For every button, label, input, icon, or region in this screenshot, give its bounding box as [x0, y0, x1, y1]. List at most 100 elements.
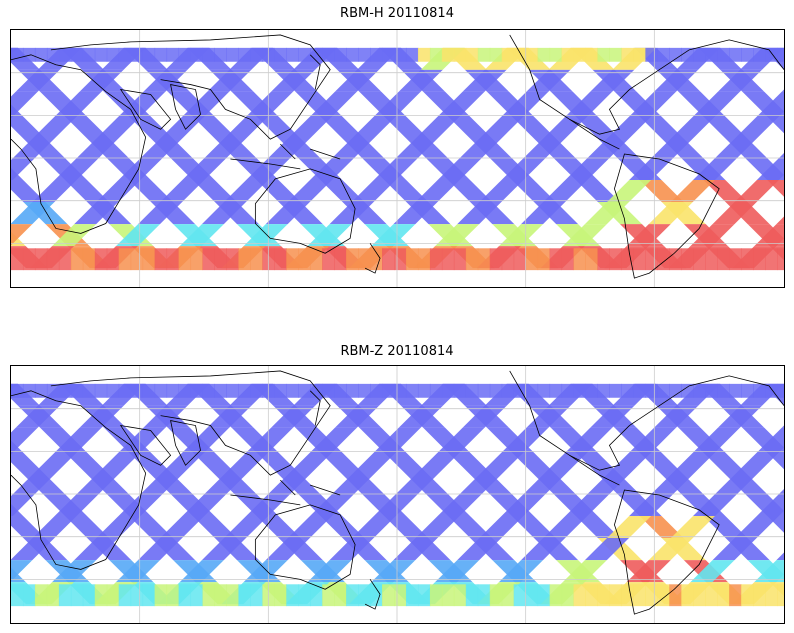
swath-band-cell	[585, 383, 598, 398]
swath-band-cell	[334, 248, 347, 271]
swath-band-cell	[22, 584, 36, 607]
swath-band-cell	[537, 248, 551, 271]
swath-segment	[11, 427, 38, 450]
swath-segment	[543, 516, 588, 539]
swath-segment	[332, 135, 377, 159]
swath-band-cell	[645, 248, 658, 271]
swath-band-cell	[657, 584, 670, 607]
swath-band-cell	[310, 47, 323, 62]
swath-segment	[79, 69, 124, 92]
swath-band-cell	[633, 248, 646, 271]
swath-band-cell	[118, 248, 132, 271]
swath-band-cell	[286, 383, 299, 398]
swath-map-rbm-h	[11, 30, 784, 287]
swath-band-cell	[250, 248, 263, 271]
swath-band-cell	[94, 248, 108, 271]
swath-band-cell	[693, 47, 706, 62]
swath-segment	[376, 91, 421, 114]
swath-segment	[481, 449, 527, 472]
map-panel-rbm-z	[10, 365, 785, 624]
swath-band-cell	[537, 383, 551, 398]
swath-band-cell	[70, 383, 84, 398]
swath-segment	[351, 180, 396, 203]
swath-segment	[565, 494, 610, 517]
swath-band-cell	[394, 584, 407, 607]
swath-segment	[437, 158, 482, 181]
coastline-path	[50, 370, 331, 476]
swath-segment	[396, 471, 441, 495]
swath-segment	[575, 516, 620, 539]
swath-segment	[32, 516, 77, 539]
swath-band-cell	[106, 248, 120, 271]
swath-segment	[15, 69, 60, 92]
swath-segment	[226, 113, 271, 136]
swath-segment	[290, 449, 335, 472]
swath-segment	[334, 69, 379, 92]
swath-segment	[371, 224, 416, 247]
swath-segment	[693, 494, 738, 517]
swath-segment	[712, 538, 757, 561]
swath-segment	[351, 516, 396, 539]
swath-band-cell	[322, 248, 335, 271]
swath-segment	[670, 516, 715, 539]
swath-segment	[712, 202, 757, 225]
swath-band-cell	[142, 383, 156, 398]
coastline-path	[364, 243, 381, 274]
swath-band-cell	[429, 383, 443, 398]
coastline-path	[569, 454, 620, 486]
swath-band-cell	[501, 248, 515, 271]
swath-segment	[35, 113, 80, 136]
swath-band-cell	[178, 248, 192, 271]
swath-band-cell	[501, 584, 515, 607]
swath-segment	[435, 224, 480, 247]
swath-band-cell	[334, 47, 347, 62]
coastline-path	[254, 504, 356, 590]
swath-band-cell	[573, 383, 587, 398]
swath-segment	[312, 427, 357, 450]
coastlines	[11, 370, 784, 615]
swath-band-cell	[621, 584, 634, 607]
swath-band-cell	[250, 383, 263, 398]
swath-segment	[192, 180, 237, 203]
swath-segment	[651, 471, 696, 495]
swath-segment	[354, 113, 399, 136]
swath-segment	[457, 202, 502, 225]
swath-band-cell	[609, 248, 622, 271]
swath-band-cell	[621, 248, 634, 271]
swath-band-cell	[525, 248, 539, 271]
swath-segment	[115, 560, 161, 583]
swath-segment	[631, 427, 676, 450]
swath-band-cell	[693, 584, 706, 607]
swath-band-cell	[11, 383, 24, 398]
swath-segment	[717, 69, 762, 92]
swath-band-cell	[465, 584, 479, 607]
swath-segment	[11, 113, 43, 136]
swath-band-cell	[741, 584, 754, 607]
swath-band-cell	[705, 584, 718, 607]
coastline-path	[230, 143, 341, 170]
swath-segment	[459, 135, 504, 159]
swath-band-cell	[501, 383, 515, 398]
swath-segment	[653, 69, 699, 92]
swath-band-cell	[513, 584, 527, 607]
swath-band-cell	[358, 47, 371, 62]
swath-band-cell	[573, 584, 587, 607]
swath-segment	[160, 516, 205, 539]
swath-band-cell	[34, 47, 48, 62]
swath-band-cell	[693, 383, 706, 398]
swath-segment	[648, 538, 693, 561]
swath-segment	[310, 494, 355, 517]
swath-band-cell	[130, 47, 144, 62]
swath-band-cell	[238, 584, 251, 607]
swath-segment	[695, 91, 740, 114]
swath-band-cell	[705, 47, 718, 62]
swath-segment	[307, 224, 352, 247]
swath-band-cell	[250, 47, 263, 62]
swath-band-cell	[693, 248, 706, 271]
swath-segment	[737, 449, 782, 472]
swath-band-cell	[501, 47, 515, 62]
swath-band-cell	[657, 248, 670, 271]
swath-band-cell	[429, 584, 443, 607]
swath-segment	[504, 91, 549, 114]
swath-band-cell	[382, 584, 395, 607]
